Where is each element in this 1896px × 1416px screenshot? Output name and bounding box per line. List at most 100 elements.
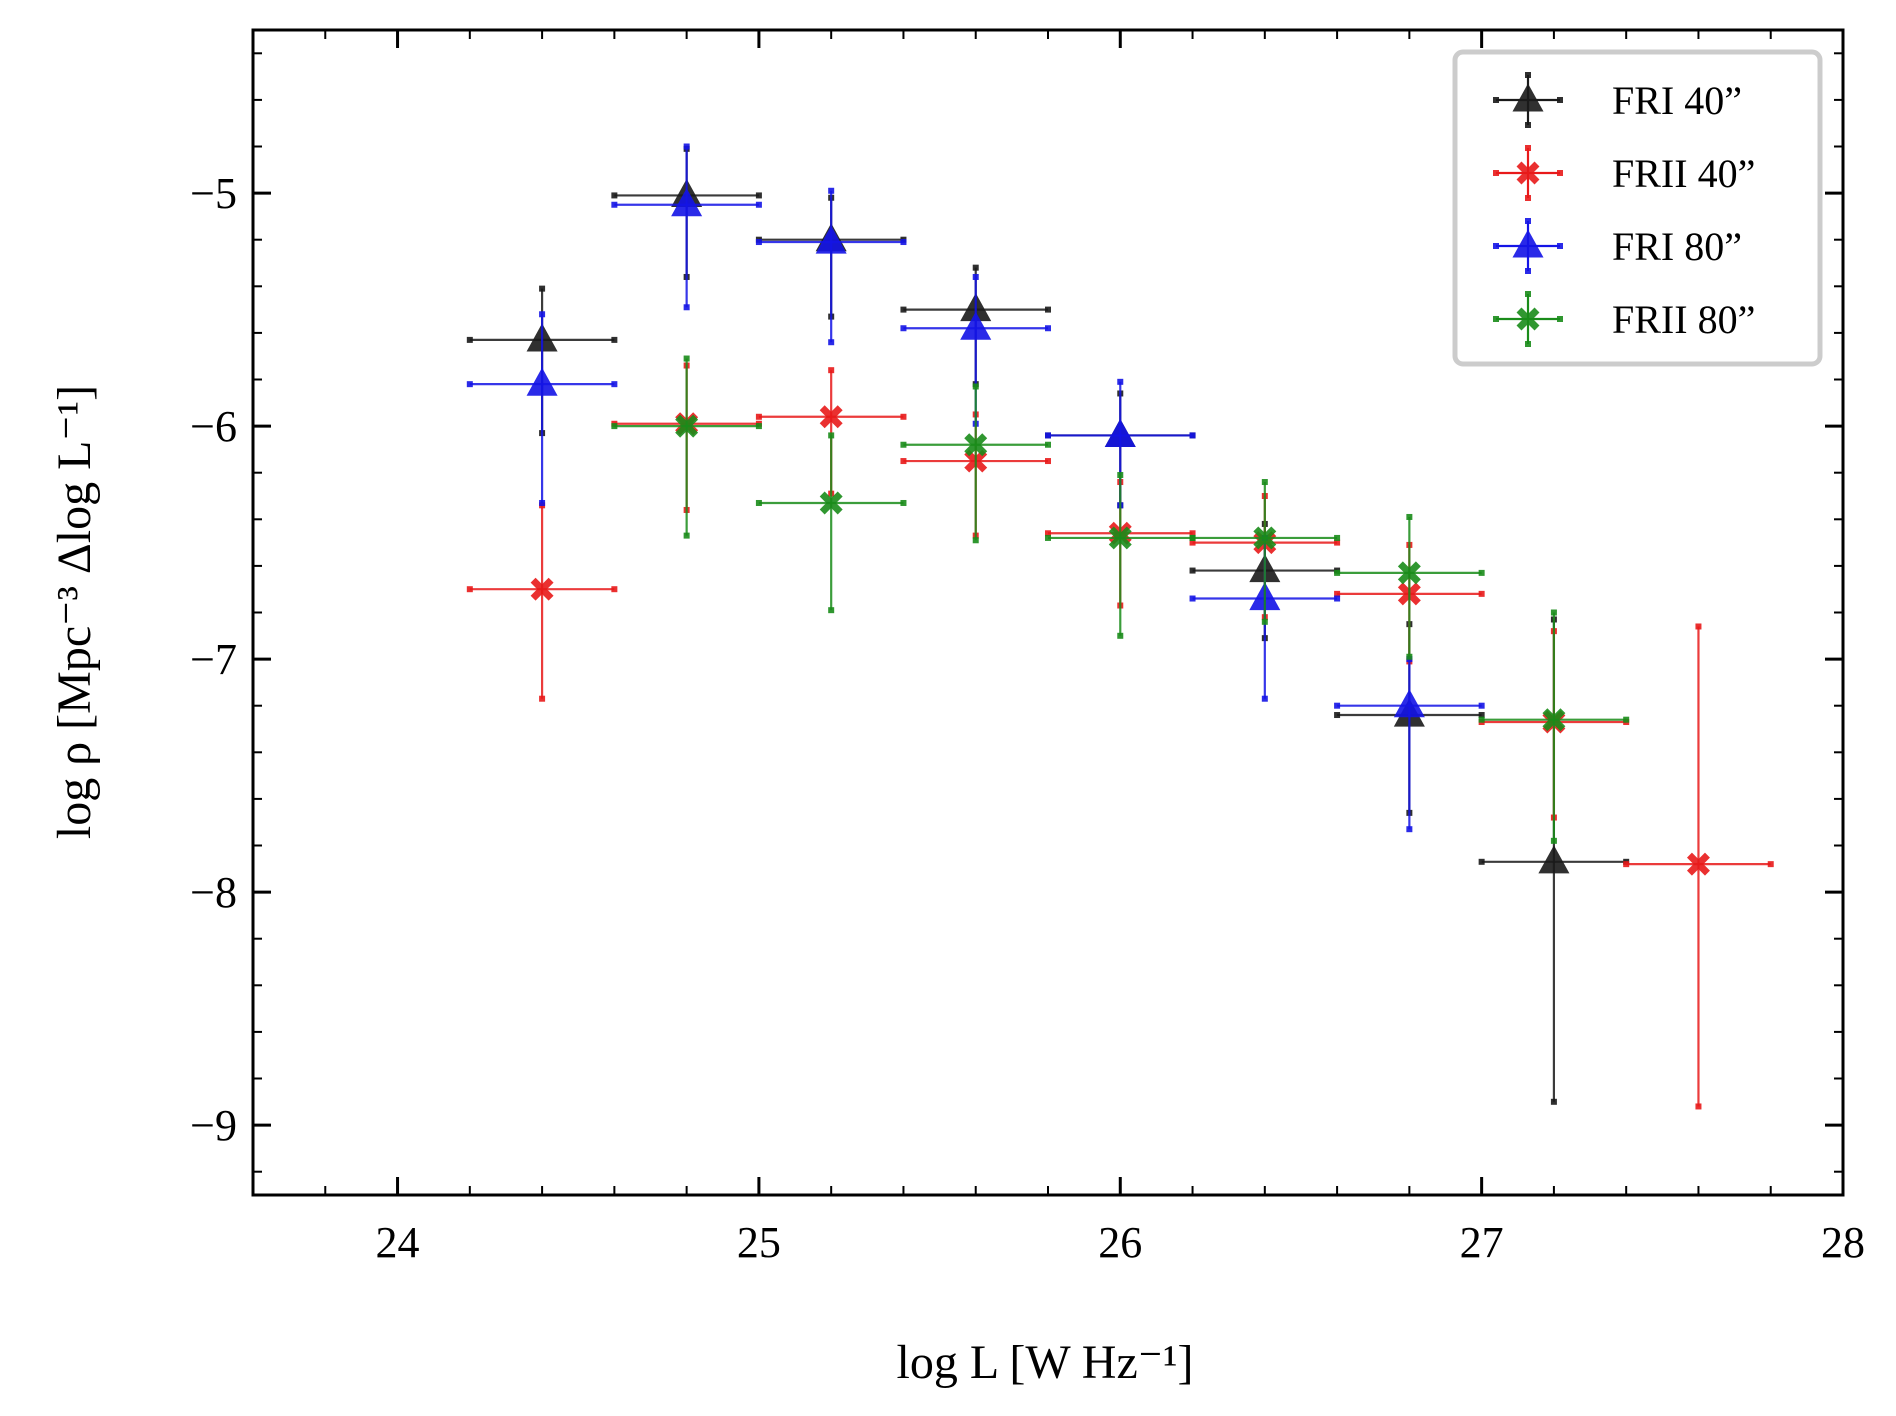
error-cap [1189,539,1196,546]
error-cap [755,201,762,208]
error-cap [683,355,690,362]
error-cap [1261,695,1268,702]
data-point [1045,472,1196,639]
error-cap [1334,534,1341,541]
legend-cap [1525,218,1531,224]
error-cap [1045,441,1051,448]
data-point [1623,623,1774,1110]
error-cap [1189,534,1196,541]
y-tick-label: −6 [190,402,237,451]
legend-marker [1516,161,1540,185]
error-cap [1334,712,1341,719]
error-cap [539,311,546,318]
legend-label: FRII 40” [1612,151,1755,196]
error-cap [900,441,907,448]
y-axis-label: log ρ [Mpc⁻³ Δlog L⁻¹] [48,385,101,839]
plot-marks [466,143,1774,1110]
error-cap [1334,539,1341,546]
error-cap [1117,378,1124,385]
legend-cap [1493,243,1499,249]
error-cap [1045,458,1051,465]
error-cap [683,304,690,311]
data-point [1334,656,1485,833]
error-cap [466,381,473,388]
error-cap [828,187,835,194]
error-cap [972,273,979,280]
legend-label: FRII 80” [1612,297,1755,342]
error-cap [1478,569,1485,576]
x-tick-label: 27 [1460,1218,1504,1267]
x-marker [819,491,843,515]
error-cap [1045,530,1051,537]
error-cap [755,239,762,246]
error-cap [539,695,546,702]
error-cap [1189,530,1196,537]
legend-cap [1525,72,1531,78]
error-cap [1334,569,1341,576]
error-cap [1550,1098,1557,1105]
triangle-marker [1104,418,1136,447]
data-point [900,383,1051,544]
legend-entry: FRII 40” [1493,145,1755,201]
legend-cap [1557,97,1563,103]
error-cap [1478,590,1485,597]
legend-entry: FRI 40” [1493,72,1742,128]
error-cap [683,532,690,539]
triangle-marker [815,225,847,254]
error-cap [1406,513,1413,520]
error-cap [466,586,473,593]
x-marker [1108,526,1132,550]
error-cap [972,264,979,271]
legend-label: FRI 40” [1612,78,1742,123]
error-cap [1478,716,1485,723]
error-cap [1478,702,1485,709]
error-cap [611,336,618,343]
data-point [611,143,762,311]
data-point [466,502,618,702]
error-cap [1189,595,1196,602]
error-cap [683,143,690,150]
legend-cap [1557,243,1563,249]
legend-marker [1512,229,1544,258]
error-cap [755,413,762,420]
error-cap [1478,858,1485,865]
x-tick-label: 26 [1098,1218,1142,1267]
error-cap [1334,590,1341,597]
data-point [755,432,907,614]
legend-cap [1525,291,1531,297]
error-cap [611,192,618,199]
x-marker [1542,708,1566,732]
data-point [611,355,762,539]
error-cap [539,499,546,506]
triangle-marker [960,311,992,340]
legend-entry: FRII 80” [1493,291,1755,347]
error-cap [828,607,835,614]
legend-cap [1493,316,1499,322]
error-cap [1550,609,1557,616]
error-cap [1045,534,1051,541]
error-cap [755,499,762,506]
x-marker [1686,852,1710,876]
error-cap [611,201,618,208]
x-axis-label: log L [W Hz⁻¹] [897,1336,1194,1389]
error-cap [1117,472,1124,479]
x-marker [964,433,988,457]
x-marker [819,405,843,429]
data-point [755,187,907,346]
plot-frame [251,28,1845,1197]
data-point [466,311,618,506]
error-cap [1045,325,1051,332]
tick-labels: 24 25 26 27 28 −9 −8 −7 −6 −5 [190,169,1865,1267]
x-marker [1253,526,1277,550]
legend-cap [1525,145,1531,151]
error-cap [900,239,907,246]
error-cap [1695,623,1702,630]
error-cap [900,306,907,313]
error-cap [1189,432,1196,439]
x-tick-label: 24 [376,1218,420,1267]
legend-cap [1557,170,1563,176]
triangle-marker [1393,689,1425,718]
error-cap [1478,712,1485,719]
error-cap [900,499,907,506]
